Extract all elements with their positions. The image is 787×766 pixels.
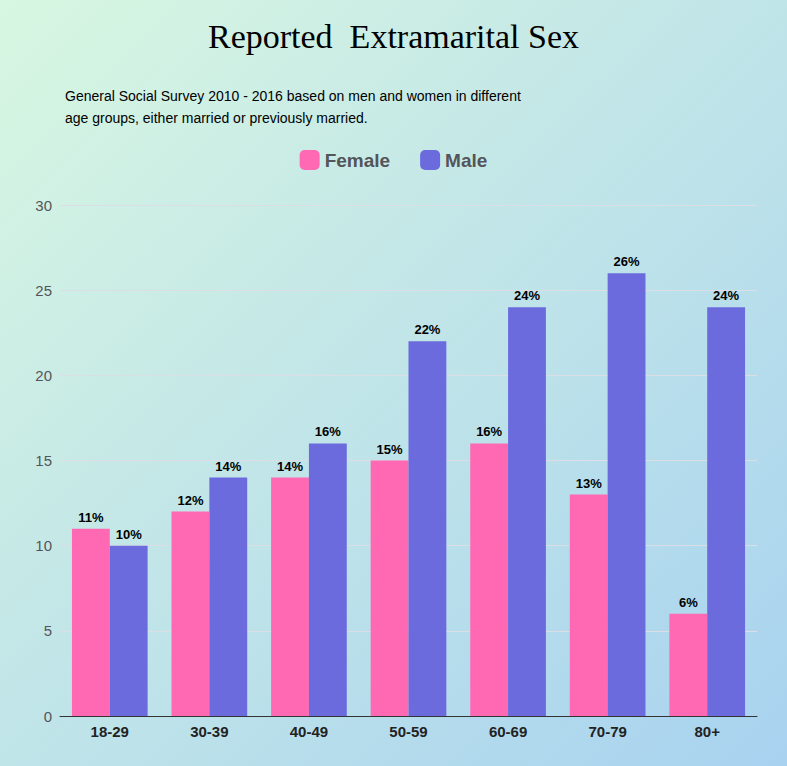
svg-text:5: 5 — [44, 622, 52, 639]
svg-text:24%: 24% — [713, 288, 739, 303]
svg-text:22%: 22% — [414, 322, 440, 337]
svg-text:25: 25 — [35, 282, 52, 299]
svg-text:24%: 24% — [514, 288, 540, 303]
svg-text:11%: 11% — [78, 510, 104, 525]
svg-text:13%: 13% — [576, 476, 602, 491]
svg-text:12%: 12% — [177, 493, 203, 508]
svg-text:General Social Survey 2010 - 2: General Social Survey 2010 - 2016 based … — [65, 88, 521, 104]
svg-text:15%: 15% — [377, 442, 403, 457]
svg-text:30-39: 30-39 — [190, 723, 228, 740]
svg-text:14%: 14% — [277, 459, 303, 474]
svg-text:18-29: 18-29 — [91, 723, 129, 740]
svg-text:20: 20 — [35, 367, 52, 384]
svg-text:70-79: 70-79 — [588, 723, 626, 740]
svg-text:10: 10 — [35, 537, 52, 554]
svg-text:10%: 10% — [116, 527, 142, 542]
svg-text:60-69: 60-69 — [489, 723, 527, 740]
svg-text:40-49: 40-49 — [290, 723, 328, 740]
svg-text:14%: 14% — [215, 459, 241, 474]
svg-text:Male: Male — [445, 150, 487, 171]
svg-text:26%: 26% — [614, 254, 640, 269]
svg-text:80+: 80+ — [694, 723, 720, 740]
svg-text:Reported Extramarital Sex: Reported Extramarital Sex — [208, 18, 579, 55]
svg-text:6%: 6% — [679, 595, 698, 610]
svg-text:30: 30 — [35, 197, 52, 214]
svg-text:16%: 16% — [476, 424, 502, 439]
svg-text:50-59: 50-59 — [389, 723, 427, 740]
svg-text:Female: Female — [325, 150, 390, 171]
svg-text:age groups, either married or: age groups, either married or previously… — [65, 110, 368, 126]
svg-text:16%: 16% — [315, 424, 341, 439]
svg-text:0: 0 — [44, 708, 52, 725]
svg-text:15: 15 — [35, 452, 52, 469]
